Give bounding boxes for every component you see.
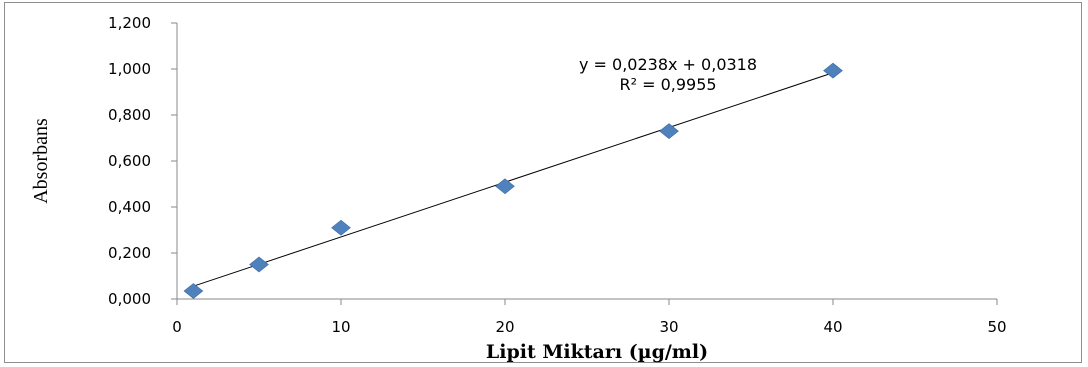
y-ticks: 0,000 0,200 0,400 0,600 0,800 1,000 1,200 bbox=[108, 14, 177, 308]
data-points bbox=[183, 62, 843, 299]
data-point bbox=[183, 283, 204, 299]
r-squared-annotation: R² = 0,9955 bbox=[619, 75, 716, 94]
x-ticks: 0 10 20 30 40 50 bbox=[172, 299, 1007, 336]
x-tick-label: 0 bbox=[172, 318, 182, 336]
chart-frame bbox=[4, 2, 1082, 363]
y-tick-label: 0,400 bbox=[108, 198, 151, 216]
data-point bbox=[249, 256, 269, 273]
data-point bbox=[823, 62, 843, 79]
y-tick-label: 0,800 bbox=[108, 106, 151, 124]
y-tick-label: 0,000 bbox=[108, 290, 151, 308]
trendline bbox=[193, 72, 834, 287]
x-tick-label: 10 bbox=[331, 318, 350, 336]
x-tick-label: 50 bbox=[987, 318, 1006, 336]
data-point bbox=[495, 178, 515, 195]
y-axis-title: Absorbans bbox=[30, 118, 52, 204]
y-tick-label: 1,200 bbox=[108, 14, 151, 32]
equation-annotation: y = 0,0238x + 0,0318 bbox=[579, 55, 757, 74]
x-tick-label: 20 bbox=[495, 318, 514, 336]
x-tick-label: 30 bbox=[659, 318, 678, 336]
y-tick-label: 0,200 bbox=[108, 244, 151, 262]
data-point bbox=[659, 123, 679, 139]
y-tick-label: 1,000 bbox=[108, 60, 151, 78]
x-tick-label: 40 bbox=[823, 318, 842, 336]
data-point bbox=[331, 219, 351, 236]
x-axis-title: Lipit Miktarı (µg/ml) bbox=[486, 341, 708, 363]
y-tick-label: 0,600 bbox=[108, 152, 151, 170]
